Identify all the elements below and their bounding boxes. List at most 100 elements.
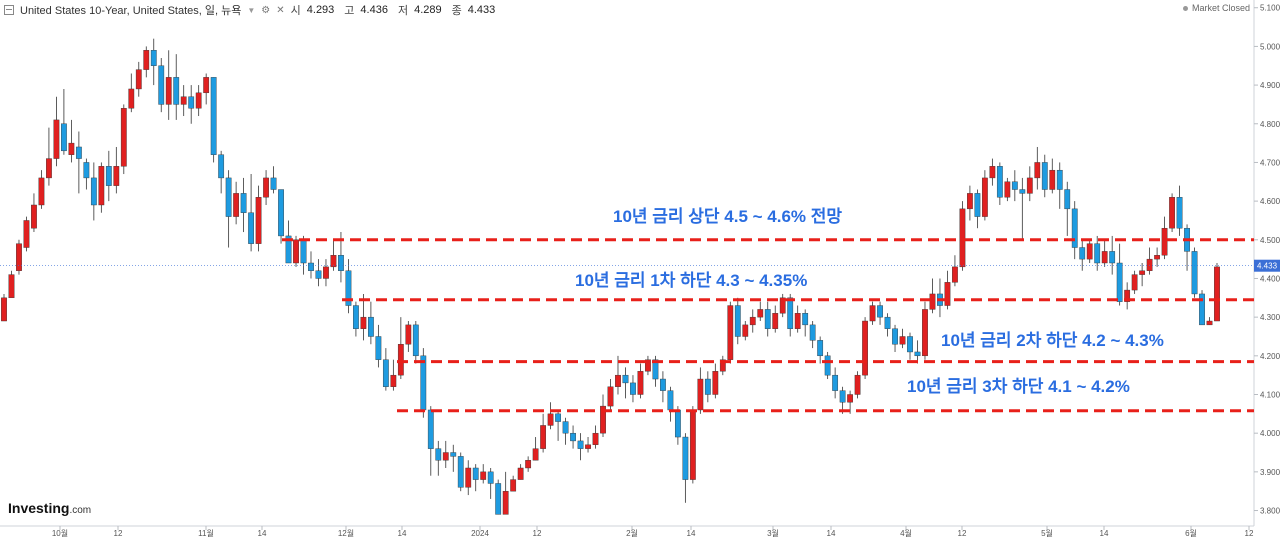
high-key: 고 [344,5,355,17]
candle [405,321,412,352]
candle [412,321,419,364]
y-tick-label: 4.100 [1260,391,1280,400]
candle [757,301,764,322]
candle [1131,270,1138,294]
candle [195,85,202,117]
x-tick-label: 14 [827,529,836,538]
candle [367,301,374,345]
candle [1146,247,1153,275]
settings-icon[interactable]: ⚙ [261,4,271,16]
candle [457,452,464,492]
candle [375,324,382,368]
candle [360,293,367,341]
x-tick-label: 12월 [338,528,354,538]
candle [135,61,142,97]
candle [532,437,539,461]
candle [480,464,487,484]
x-tick-label: 6월 [1185,528,1197,538]
y-tick-label: 4.700 [1260,158,1280,167]
close-key: 종 [451,5,462,17]
candle [210,77,217,163]
candle [75,131,82,194]
candle [420,348,427,418]
candle [315,259,322,287]
candle [38,170,45,209]
open-key: 시 [290,5,301,17]
candle [1034,146,1041,190]
candle [1079,239,1086,271]
candle [525,456,532,472]
candle [308,251,314,279]
last-price-tag [1254,259,1280,272]
candle [1049,158,1056,194]
candle [188,85,195,124]
candle [682,433,689,503]
candle [150,38,157,86]
candle [1026,166,1033,202]
candle [689,406,696,484]
candle [577,433,584,461]
y-tick-label: 4.800 [1260,120,1280,129]
x-tick-label: 2월 [626,528,638,538]
candle [794,305,801,333]
candle [278,189,284,244]
candle [832,367,839,399]
candle [914,340,921,364]
x-axis-ticks: 10월 12 11월 14 12월 14 2024 12 2월 14 3월 14 4월 12 5월 14 6월 1… [52,526,1254,538]
candle [8,270,15,299]
candle [248,174,254,252]
candle [1154,247,1160,267]
candle [427,406,434,476]
close-value: 4.433 [467,4,496,16]
y-tick-label: 4.200 [1260,352,1280,361]
candle [622,367,629,399]
candle [502,471,509,515]
candle [1124,282,1131,310]
x-tick-label: 12 [114,529,123,538]
chevron-down-icon[interactable]: ▼ [247,5,256,15]
candle [929,278,936,314]
x-tick-label: 11월 [198,528,214,538]
candle [944,270,951,310]
candle [1056,162,1063,209]
candle [562,417,569,445]
candle [120,104,127,175]
candle [143,46,150,78]
candle [1094,235,1101,271]
candle [854,371,861,399]
x-tick-label: 2024 [471,529,489,538]
candle [637,363,644,399]
last-price-marker: 4.433 [0,259,1280,272]
market-status: Market Closed [1182,3,1250,13]
candle [233,181,240,225]
collapse-icon[interactable] [4,5,14,15]
y-tick-label: 4.300 [1260,313,1280,322]
x-tick-label: 12 [958,529,967,538]
candle [1199,290,1205,326]
candle [1116,243,1123,306]
candle [727,301,734,364]
logo-domain: .com [69,505,92,516]
x-tick-label: 3월 [767,528,779,538]
chart-header: United States 10-Year, United States, 일,… [4,3,499,17]
candle [1206,317,1213,326]
y-tick-label: 4.500 [1260,236,1280,245]
candle [1071,201,1078,260]
candle [817,336,824,364]
candle [974,189,981,229]
candle [1214,263,1220,322]
candle [607,379,614,410]
candle [16,239,22,275]
candle [1019,177,1026,240]
candle [225,170,232,248]
close-icon[interactable]: ✕ [276,4,285,16]
candle [1176,185,1183,236]
low-value: 4.289 [414,4,442,16]
y-tick-label: 5.000 [1260,42,1280,51]
candle [749,309,756,333]
candle [712,363,719,399]
candle [1169,193,1175,233]
annotation-first-support: 10년 금리 1차 하단 4.3 ~ 4.35% [575,271,808,290]
annotation-second-support: 10년 금리 2차 하단 4.2 ~ 4.3% [941,331,1164,350]
